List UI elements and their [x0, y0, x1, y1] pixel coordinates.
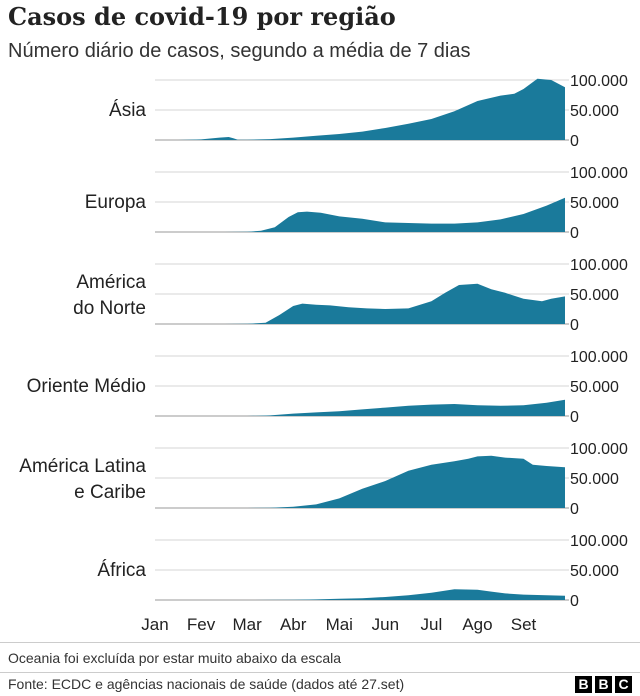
- y-tick-label: 50.000: [570, 195, 619, 212]
- area-5: [155, 455, 565, 508]
- panel-6: 0 50.000 100.000 África: [97, 533, 628, 610]
- region-label: América Latina: [19, 456, 146, 477]
- footnote: Oceania foi excluída por estar muito aba…: [8, 650, 342, 666]
- y-tick-label: 50.000: [570, 379, 619, 396]
- y-tick-label: 0: [570, 409, 579, 426]
- y-tick-label: 0: [570, 225, 579, 242]
- panel-2: 0 50.000 100.000 Europa: [85, 165, 628, 242]
- y-tick-label: 100.000: [570, 441, 628, 458]
- chart-panels: 0 50.000 100.000 Ásia 0 50.000 100.000 Europa 0 5…: [19, 73, 628, 610]
- y-tick-label: 50.000: [570, 103, 619, 120]
- y-tick-label: 50.000: [570, 287, 619, 304]
- y-tick-label: 100.000: [570, 349, 628, 366]
- source-credit: Fonte: ECDC e agências nacionais de saúd…: [8, 676, 405, 692]
- bbc-logo-letter: B: [595, 676, 612, 693]
- region-label: e Caribe: [74, 482, 146, 503]
- area-4: [155, 399, 565, 416]
- panel-1: 0 50.000 100.000 Ásia: [109, 73, 628, 150]
- x-tick-label: Set: [511, 615, 537, 634]
- x-tick-label: Jun: [372, 615, 399, 634]
- x-tick-label: Abr: [280, 615, 307, 634]
- region-label: do Norte: [73, 298, 146, 319]
- area-1: [155, 78, 565, 140]
- footnote-divider: [0, 642, 640, 643]
- x-tick-label: Jul: [421, 615, 443, 634]
- y-tick-label: 100.000: [570, 533, 628, 550]
- x-axis: Jan Fev Mar Abr Mai Jun Jul Ago Set: [141, 615, 536, 634]
- area-2: [155, 197, 565, 232]
- region-label: África: [97, 560, 146, 581]
- region-label: América: [76, 272, 146, 293]
- x-tick-label: Jan: [141, 615, 168, 634]
- y-tick-label: 50.000: [570, 471, 619, 488]
- chart-subtitle: Número diário de casos, segundo a média …: [8, 40, 471, 62]
- region-label: Europa: [85, 192, 147, 213]
- x-tick-label: Mar: [232, 615, 262, 634]
- region-label: Oriente Médio: [27, 376, 146, 397]
- panel-4: 0 50.000 100.000 Oriente Médio: [27, 349, 628, 426]
- y-tick-label: 100.000: [570, 165, 628, 182]
- bbc-logo: B B C: [575, 676, 632, 693]
- bbc-logo-letter: C: [615, 676, 632, 693]
- area-6: [155, 589, 565, 600]
- region-label: Ásia: [109, 100, 146, 121]
- y-tick-label: 100.000: [570, 73, 628, 90]
- x-tick-label: Mai: [326, 615, 353, 634]
- y-tick-label: 50.000: [570, 563, 619, 580]
- source-divider: [0, 672, 640, 673]
- area-chart: 0 50.000 100.000 Ásia 0 50.000 100.000 Europa 0 5…: [19, 73, 628, 634]
- panel-5: 0 50.000 100.000 América Latina e Caribe: [19, 441, 628, 518]
- y-tick-label: 100.000: [570, 257, 628, 274]
- panel-3: 0 50.000 100.000 América do Norte: [73, 257, 628, 334]
- y-tick-label: 0: [570, 501, 579, 518]
- y-tick-label: 0: [570, 317, 579, 334]
- chart-title: Casos de covid-19 por região: [8, 2, 396, 31]
- x-tick-label: Ago: [462, 615, 492, 634]
- bbc-logo-letter: B: [575, 676, 592, 693]
- area-3: [155, 283, 565, 324]
- x-tick-label: Fev: [187, 615, 216, 634]
- y-tick-label: 0: [570, 593, 579, 610]
- y-tick-label: 0: [570, 133, 579, 150]
